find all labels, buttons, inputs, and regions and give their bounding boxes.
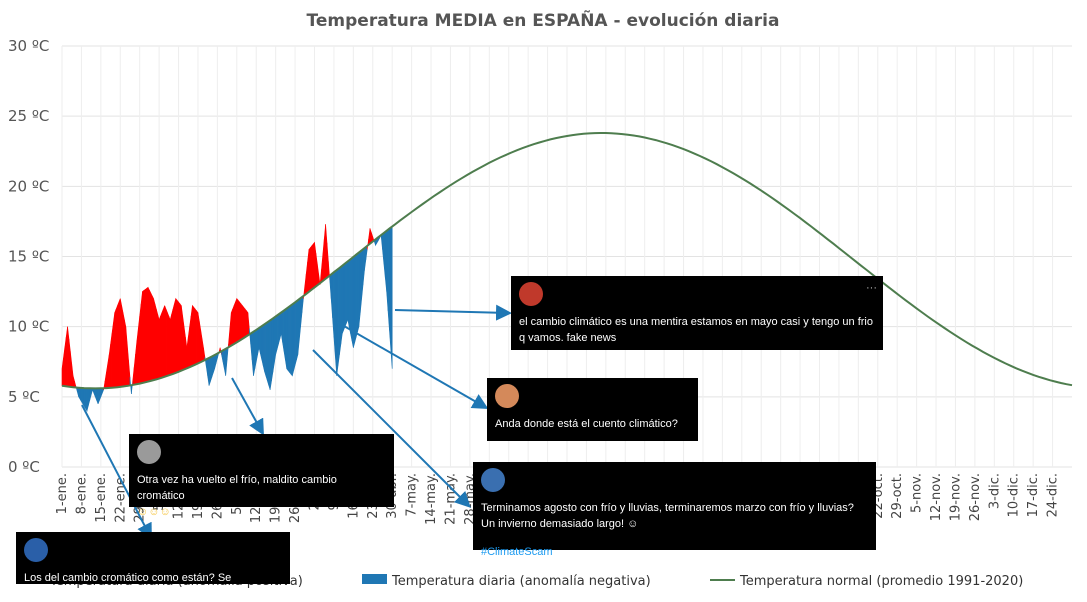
- anomaly-negative-segment: [82, 387, 86, 409]
- x-tick-label: 14-may.: [424, 473, 439, 525]
- x-tick-label: 7-may.: [405, 473, 420, 517]
- y-tick-label: 15 ºC: [8, 248, 49, 266]
- avatar: [495, 384, 519, 408]
- x-tick-label: 19-nov.: [948, 473, 963, 521]
- avatar: [24, 538, 48, 562]
- annotation-arrow: [394, 304, 512, 321]
- legend-label-negative: Temperatura diaria (anomalía negativa): [391, 574, 651, 589]
- x-tick-label: 1-ene.: [55, 473, 70, 514]
- anomaly-negative-segment: [390, 225, 393, 369]
- chart-title: Temperatura MEDIA en ESPAÑA - evolución …: [307, 8, 780, 31]
- annotation-arrow: [312, 349, 471, 508]
- x-tick-label: 17-dic.: [1026, 473, 1041, 517]
- x-tick-label: 15-ene.: [94, 473, 109, 523]
- x-tick-label: 8-ene.: [74, 473, 89, 514]
- y-tick-label: 25 ºC: [8, 107, 49, 125]
- tweet-text: Terminamos agosto con frío y lluvias, te…: [481, 502, 854, 530]
- avatar: [481, 468, 505, 492]
- y-tick-label: 30 ºC: [8, 37, 49, 55]
- y-tick-label: 5 ºC: [8, 388, 40, 406]
- x-tick-label: 10-dic.: [1007, 473, 1022, 517]
- tweet-text: Otra vez ha vuelto el frío, maldito camb…: [137, 472, 386, 520]
- tweet-hashtag[interactable]: #ClimateScam: [481, 546, 553, 558]
- x-tick-label: 29-oct.: [890, 473, 905, 519]
- y-tick-label: 10 ºC: [8, 318, 49, 336]
- tweet-text: Los del cambio cromático como están? Se …: [24, 572, 232, 600]
- emoji-row: ☺☺☺: [137, 506, 171, 518]
- x-tick-label: 12-nov.: [929, 473, 944, 521]
- y-tick-label: 0 ºC: [8, 458, 40, 476]
- tweet-card-4[interactable]: Terminamos agosto con frío y lluvias, te…: [473, 462, 876, 558]
- annotation-arrow: [336, 321, 489, 409]
- tweet-card-2[interactable]: Anda donde está el cuento climático?: [487, 378, 698, 441]
- legend-swatch-negative: [362, 574, 387, 584]
- annotation-arrow: [81, 404, 152, 540]
- anomaly-areas: [61, 224, 393, 412]
- tweet-card-1[interactable]: ··· el cambio climático es una mentira e…: [511, 276, 883, 350]
- avatar: [137, 440, 161, 464]
- anomaly-negative-segment: [78, 387, 82, 402]
- x-tick-label: 3-dic.: [987, 473, 1002, 509]
- x-tick-label: 26-nov.: [968, 473, 983, 521]
- x-tick-label: 5-nov.: [910, 473, 925, 513]
- more-options-icon[interactable]: ···: [866, 282, 877, 294]
- tweet-text: el cambio climático es una mentira estam…: [519, 316, 873, 344]
- x-tick-label: 21-may.: [443, 473, 458, 525]
- avatar: [519, 282, 543, 306]
- normal-temperature-line: [61, 132, 1073, 390]
- y-axis-ticks: 30 ºC 25 ºC 20 ºC 15 ºC 10 ºC 5 ºC 0 ºC: [8, 37, 49, 476]
- tweet-text-body: Otra vez ha vuelto el frío, maldito camb…: [137, 474, 337, 502]
- annotation-arrow: [231, 377, 264, 436]
- legend-label-normal: Temperatura normal (promedio 1991-2020): [739, 574, 1023, 589]
- x-tick-label: 24-dic.: [1046, 473, 1061, 517]
- annotation-arrows: [81, 304, 512, 540]
- tweet-text: Anda donde está el cuento climático?: [495, 418, 678, 430]
- anomaly-negative-segment: [84, 387, 88, 412]
- tweet-card-3[interactable]: Otra vez ha vuelto el frío, maldito camb…: [129, 434, 394, 518]
- y-tick-label: 20 ºC: [8, 177, 49, 195]
- tweet-card-5[interactable]: Los del cambio cromático como están? Se …: [16, 532, 290, 600]
